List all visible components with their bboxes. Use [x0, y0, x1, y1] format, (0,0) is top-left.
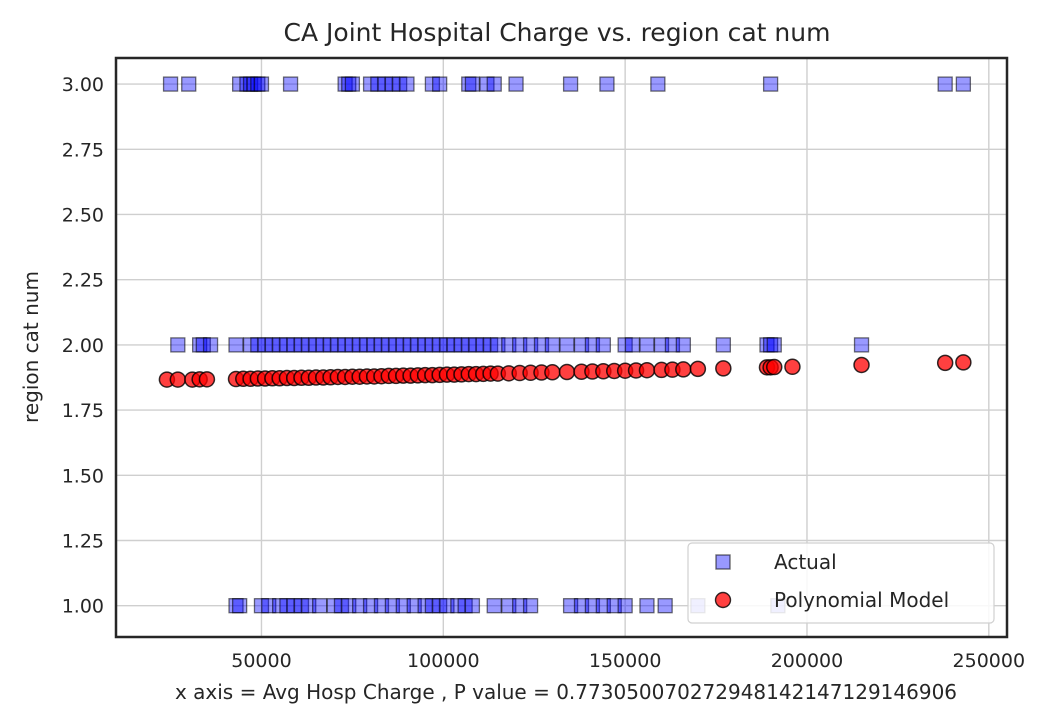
data-point-actual: [231, 598, 248, 614]
data-point-actual: [650, 76, 666, 92]
data-point-actual: [766, 337, 782, 353]
x-tick-label: 50000: [231, 650, 291, 672]
chart-title: CA Joint Hospital Charge vs. region cat …: [284, 18, 831, 47]
legend-label-polynomial-model: Polynomial Model: [774, 588, 949, 612]
grid-lines: [116, 58, 1007, 637]
data-point-actual: [181, 76, 197, 92]
data-point-actual: [170, 337, 186, 353]
series-actual: [162, 76, 972, 614]
y-tick-label: 2.75: [62, 139, 104, 161]
y-tick-label: 2.25: [62, 270, 104, 292]
data-point-actual: [253, 76, 270, 92]
data-point-actual: [675, 337, 691, 353]
legend-marker-polynomial-model: [714, 591, 732, 609]
data-point-model: [715, 360, 732, 377]
data-point-actual: [639, 598, 655, 614]
y-tick-label: 2.00: [62, 335, 104, 357]
data-point-actual: [508, 76, 524, 92]
data-point-actual: [312, 598, 328, 614]
data-point-actual: [432, 76, 448, 92]
data-point-actual: [617, 598, 633, 614]
y-axis-ticks: 1.00 1.25 1.50 1.75 2.00 2.25 2.50 2.75 3.00: [62, 74, 104, 618]
data-point-actual: [624, 337, 641, 353]
plot-area: [158, 76, 972, 614]
data-point-actual: [202, 337, 219, 353]
y-tick-label: 1.50: [62, 465, 104, 487]
legend: Actual Polynomial Model: [687, 542, 995, 624]
data-point-model: [638, 361, 656, 379]
x-axis-label: x axis = Avg Hosp Charge , P value = 0.7…: [175, 680, 957, 704]
data-point-actual: [544, 337, 561, 353]
data-point-model: [544, 364, 561, 381]
data-point-actual: [486, 598, 502, 614]
data-point-actual: [853, 337, 870, 353]
legend-label-actual: Actual: [774, 550, 837, 574]
data-point-actual: [715, 337, 731, 353]
data-point-actual: [657, 598, 673, 614]
data-point-actual: [399, 76, 415, 92]
y-tick-label: 1.75: [62, 400, 104, 422]
data-point-actual: [464, 76, 481, 92]
data-point-actual: [282, 76, 299, 92]
y-tick-label: 1.00: [62, 596, 104, 618]
y-axis-label: region cat num: [19, 271, 43, 423]
legend-box: [687, 542, 995, 624]
data-point-model: [784, 358, 801, 376]
data-point-actual: [599, 76, 615, 92]
data-point-actual: [639, 337, 655, 353]
data-point-model: [169, 371, 187, 388]
data-point-model: [558, 363, 576, 381]
x-tick-label: 200000: [771, 650, 844, 672]
data-point-actual: [937, 76, 953, 92]
data-point-actual: [595, 337, 611, 353]
data-point-actual: [344, 76, 361, 92]
data-point-actual: [955, 76, 972, 92]
data-point-actual: [522, 598, 539, 614]
y-tick-label: 2.50: [62, 204, 104, 226]
data-point-actual: [162, 76, 179, 92]
x-tick-label: 150000: [589, 650, 662, 672]
y-tick-label: 3.00: [62, 74, 104, 96]
data-point-actual: [464, 598, 481, 614]
x-tick-label: 250000: [953, 650, 1026, 672]
data-point-actual: [559, 337, 575, 353]
data-point-model: [198, 371, 216, 388]
data-point-model: [853, 356, 870, 374]
y-tick-label: 1.25: [62, 531, 104, 553]
data-point-model: [689, 360, 707, 378]
x-tick-label: 100000: [407, 650, 480, 672]
data-point-actual: [562, 76, 579, 92]
plot-frame: [114, 56, 1009, 639]
data-point-model: [765, 358, 783, 376]
data-point-model: [955, 354, 972, 371]
data-point-model: [936, 354, 954, 372]
legend-marker-actual: [715, 554, 731, 570]
series-polynomial-model: [158, 354, 972, 388]
data-point-actual: [762, 76, 779, 92]
data-point-model: [675, 361, 692, 378]
data-point-actual: [228, 337, 244, 353]
data-point-actual: [486, 76, 502, 92]
x-axis-ticks: 50000 100000 150000 200000 250000: [231, 650, 1025, 672]
